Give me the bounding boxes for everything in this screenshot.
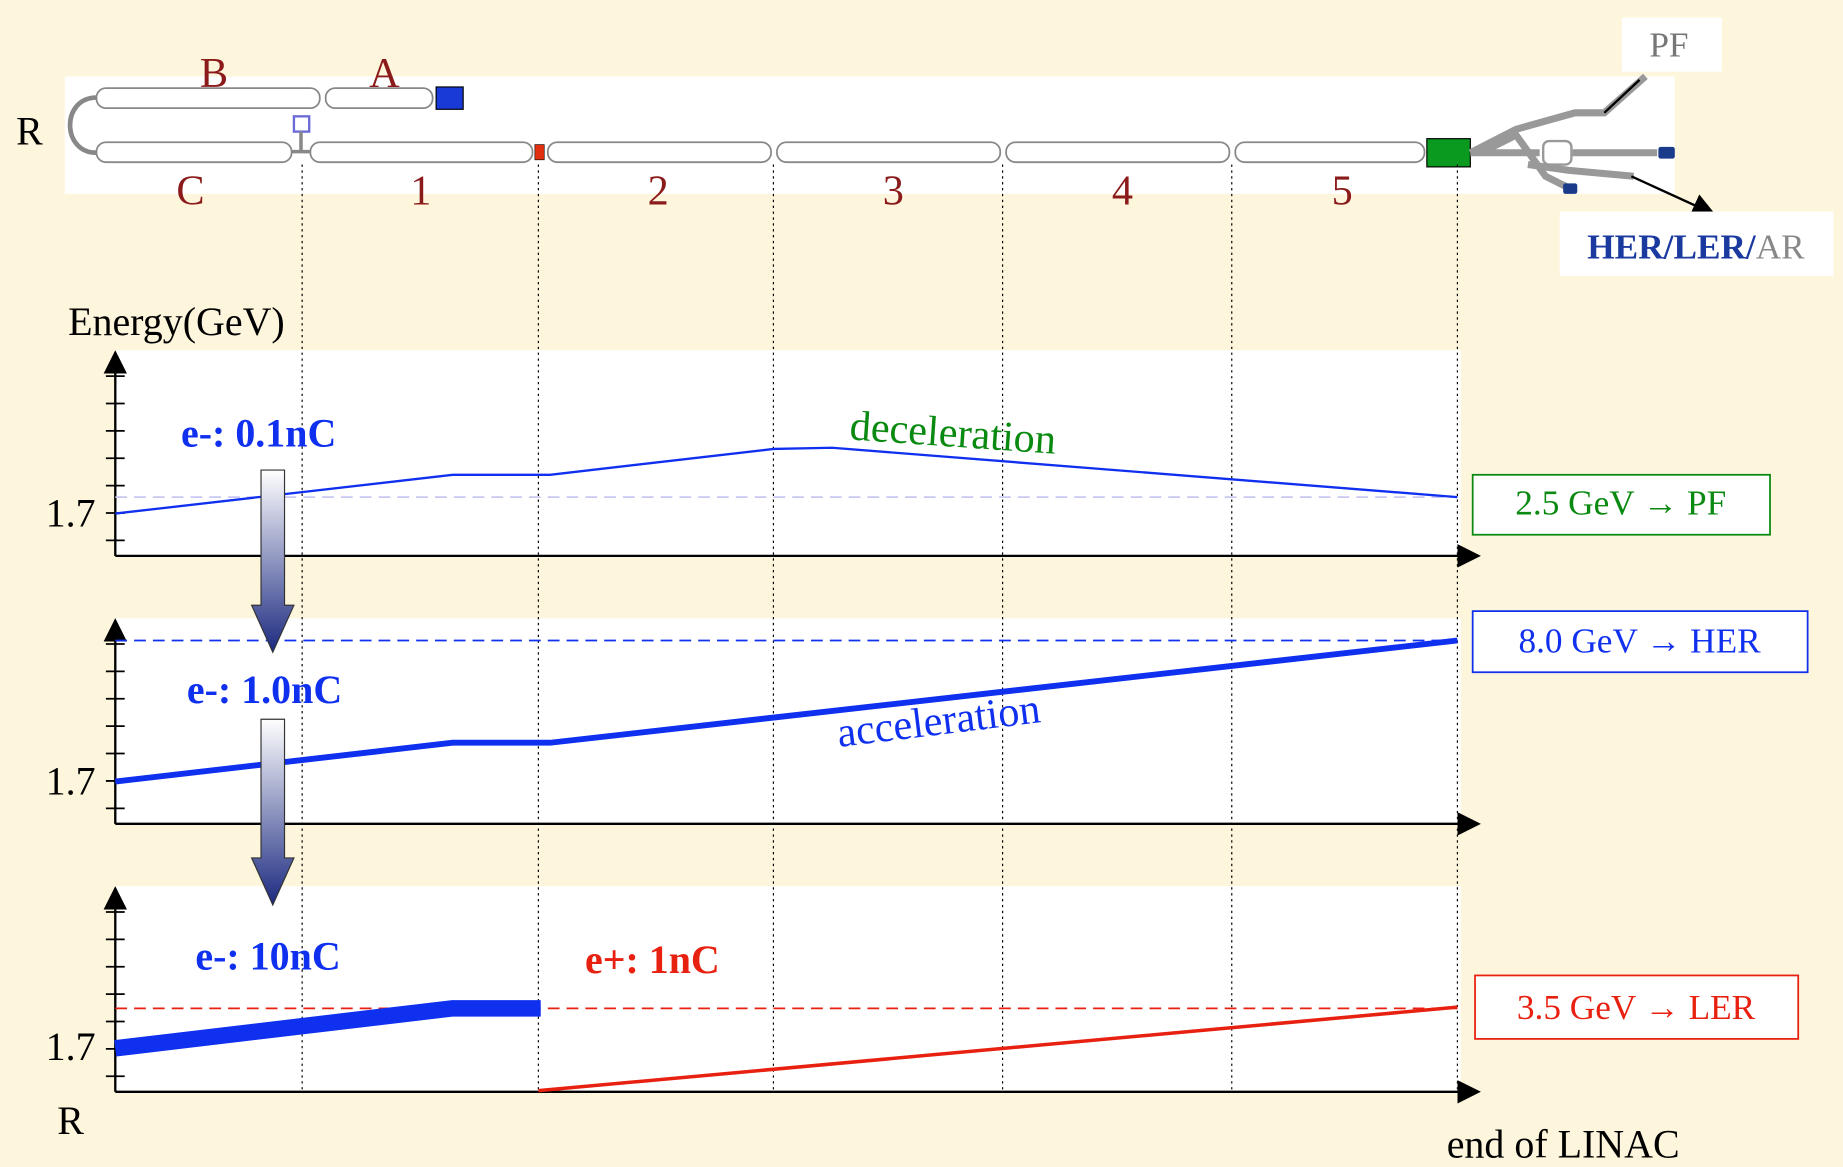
pf-box xyxy=(1621,17,1722,72)
axis-label: Energy(GeV) xyxy=(68,299,285,344)
ring-marker xyxy=(1563,183,1578,194)
linac-segment xyxy=(95,141,293,164)
section-label: A xyxy=(369,50,400,97)
section-label: 5 xyxy=(1332,167,1353,214)
beam-label: e-: 10nC xyxy=(195,934,340,979)
energy-line xyxy=(114,1000,541,1057)
destination-label: 3.5 GeV → LER xyxy=(1517,988,1756,1027)
pf-pointer xyxy=(1603,79,1641,114)
beam-label: e-: 1.0nC xyxy=(187,667,342,712)
red-block xyxy=(534,144,545,161)
destination-box xyxy=(1474,974,1800,1040)
destination-box xyxy=(1471,610,1809,674)
ring-label-r: R xyxy=(16,109,43,154)
linac-segment xyxy=(546,141,772,164)
energy-line xyxy=(115,446,1458,515)
section-label: 3 xyxy=(883,167,904,214)
linac-segment xyxy=(776,141,1002,164)
ring-arc xyxy=(67,95,97,156)
destination-box xyxy=(1471,473,1771,536)
beam-label: e+: 1nC xyxy=(585,937,720,982)
ring-label: HER/LER/AR xyxy=(1587,228,1805,267)
linac-segment xyxy=(1234,141,1426,164)
linac-segment xyxy=(95,87,321,110)
beam-label: e-: 0.1nC xyxy=(181,411,336,456)
blue-block xyxy=(435,86,464,110)
section-dividers xyxy=(301,164,1458,1093)
ar-label: AR xyxy=(1756,228,1805,267)
tick-label: 1.7 xyxy=(46,1024,96,1069)
ring-junction xyxy=(1542,139,1573,166)
junction xyxy=(292,115,311,133)
destination-label: 8.0 GeV → HER xyxy=(1518,621,1761,660)
destination-label: 2.5 GeV → PF xyxy=(1515,484,1726,523)
step-arrow xyxy=(250,718,295,907)
section-label: 2 xyxy=(648,167,669,214)
section-label: B xyxy=(200,50,228,97)
shape xyxy=(1479,130,1571,192)
her-ler-label: HER/LER/ xyxy=(1587,228,1757,267)
green-block xyxy=(1426,138,1471,168)
ring-marker xyxy=(1658,146,1675,159)
linac-segment xyxy=(324,87,434,110)
plot-panel xyxy=(115,618,1461,824)
tick-label: 1.7 xyxy=(46,491,96,536)
bottom-ring-label: R xyxy=(57,1098,84,1143)
plot-panel xyxy=(115,886,1461,1092)
axes xyxy=(103,350,1481,1104)
step-arrow xyxy=(250,469,295,654)
linac-segment xyxy=(309,141,534,164)
ring-pointer xyxy=(1630,175,1716,216)
plot-panel xyxy=(115,350,1461,556)
section-label: 1 xyxy=(410,167,431,214)
tick-label: 1.7 xyxy=(46,758,96,803)
section-label: C xyxy=(176,167,204,214)
shape xyxy=(1527,161,1635,180)
linac-segment xyxy=(1005,141,1231,164)
energy-line xyxy=(538,1005,1458,1093)
end-label: end of LINAC xyxy=(1447,1122,1680,1167)
ring-box xyxy=(1559,211,1834,277)
section-label: 4 xyxy=(1112,167,1133,214)
pf-label: PF xyxy=(1649,25,1688,64)
